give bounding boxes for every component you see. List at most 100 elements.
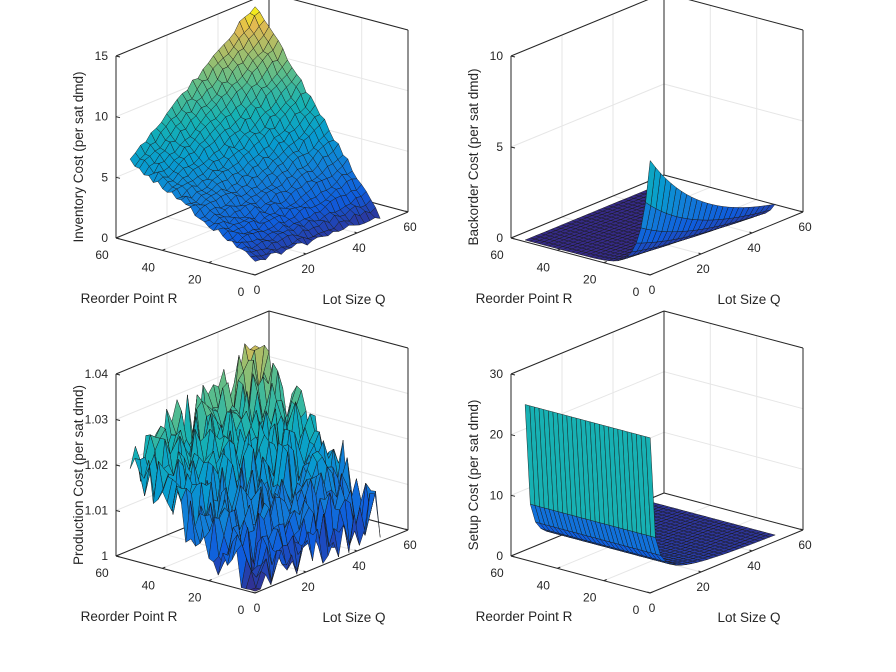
x-tick-mark bbox=[749, 231, 753, 234]
z-tick-mark bbox=[510, 373, 516, 376]
x-axis-line bbox=[254, 529, 409, 594]
z-tick-mark bbox=[510, 55, 516, 58]
box-edge bbox=[510, 0, 649, 57]
y-tick-label: 0 bbox=[633, 603, 640, 617]
box-edge bbox=[115, 0, 254, 57]
x-tick-label: 40 bbox=[352, 559, 366, 573]
z-axis-label: Inventory Cost (per sat dmd) bbox=[71, 71, 86, 242]
z-tick-label: 1 bbox=[101, 549, 108, 563]
panel-backorder-cost: 0 20 40 60 0 20 40 60 0 5 10 Lot Size Q Reorder Po… bbox=[466, 0, 812, 307]
x-tick-label: 60 bbox=[403, 538, 417, 552]
x-tick-mark bbox=[405, 210, 409, 213]
y-tick-mark bbox=[254, 591, 259, 594]
x-tick-mark bbox=[698, 570, 702, 573]
y-tick-mark bbox=[557, 248, 561, 251]
wall-gridline-z bbox=[663, 431, 804, 470]
y-tick-mark bbox=[603, 261, 607, 264]
z-tick-label: 30 bbox=[490, 367, 504, 381]
x-tick-label: 20 bbox=[301, 262, 315, 276]
x-tick-label: 20 bbox=[301, 580, 315, 594]
x-tick-label: 20 bbox=[696, 262, 710, 276]
panel-setup-cost: 0 20 40 60 0 20 40 60 0 10 20 30 Lot Size Q Reorder… bbox=[466, 310, 812, 625]
z-tick-label: 0 bbox=[101, 231, 108, 245]
surface-patch bbox=[250, 255, 261, 262]
x-tick-label: 0 bbox=[254, 601, 261, 615]
x-axis-line bbox=[649, 211, 804, 276]
z-axis-label: Backorder Cost (per sat dmd) bbox=[466, 68, 481, 245]
y-tick-mark bbox=[254, 273, 259, 276]
z-tick-label: 0 bbox=[496, 231, 503, 245]
y-tick-label: 60 bbox=[95, 566, 109, 580]
x-tick-mark bbox=[252, 591, 256, 594]
x-tick-mark bbox=[698, 252, 702, 255]
box-edge bbox=[115, 310, 270, 375]
y-tick-label: 0 bbox=[238, 285, 245, 299]
y-tick-label: 40 bbox=[537, 578, 551, 592]
x-axis-label: Lot Size Q bbox=[322, 292, 385, 307]
z-tick-mark bbox=[115, 373, 121, 376]
z-tick-mark bbox=[115, 55, 121, 58]
y-tick-mark bbox=[162, 248, 166, 251]
x-tick-mark bbox=[749, 549, 753, 552]
x-tick-mark bbox=[354, 231, 358, 234]
z-tick-label: 1.02 bbox=[85, 458, 109, 472]
y-axis-label: Reorder Point R bbox=[81, 291, 178, 306]
z-axis-label: Setup Cost (per sat dmd) bbox=[466, 400, 481, 551]
x-tick-label: 0 bbox=[254, 283, 261, 297]
y-tick-label: 60 bbox=[490, 566, 504, 580]
box-edge bbox=[688, 0, 804, 31]
y-tick-mark bbox=[208, 261, 212, 264]
z-tick-mark bbox=[115, 555, 121, 558]
x-tick-label: 0 bbox=[649, 283, 656, 297]
x-axis-label: Lot Size Q bbox=[717, 292, 780, 307]
x-tick-label: 40 bbox=[747, 241, 761, 255]
surface-patch bbox=[645, 436, 656, 538]
z-tick-mark bbox=[115, 510, 121, 512]
z-tick-label: 1.01 bbox=[85, 504, 109, 518]
panel-production-cost: 0 20 40 60 0 20 40 60 1 1.01 1.02 1.03 1.04 Lot Size… bbox=[71, 310, 417, 625]
y-tick-label: 20 bbox=[583, 273, 597, 287]
x-tick-label: 20 bbox=[696, 580, 710, 594]
z-tick-label: 5 bbox=[496, 140, 503, 154]
y-tick-mark bbox=[649, 273, 654, 276]
x-axis-label: Lot Size Q bbox=[322, 610, 385, 625]
y-tick-mark bbox=[603, 579, 607, 582]
x-tick-label: 0 bbox=[649, 601, 656, 615]
z-tick-mark bbox=[510, 434, 516, 437]
z-tick-label: 10 bbox=[490, 49, 504, 63]
x-tick-mark bbox=[303, 252, 307, 255]
y-tick-label: 0 bbox=[238, 603, 245, 617]
surface-patch bbox=[645, 160, 656, 207]
z-tick-label: 5 bbox=[101, 170, 108, 184]
z-tick-mark bbox=[510, 237, 516, 240]
box-edge bbox=[663, 492, 804, 531]
x-tick-mark bbox=[303, 570, 307, 573]
y-axis-line bbox=[510, 555, 651, 594]
wall-gridline-z bbox=[663, 371, 804, 410]
z-tick-mark bbox=[510, 555, 516, 558]
x-tick-label: 40 bbox=[352, 241, 366, 255]
z-tick-mark bbox=[510, 494, 516, 497]
x-tick-mark bbox=[252, 273, 256, 276]
wall-gridline-z bbox=[510, 83, 665, 148]
z-tick-mark bbox=[115, 419, 121, 421]
y-axis-label: Reorder Point R bbox=[476, 609, 573, 624]
y-tick-mark bbox=[557, 566, 561, 569]
y-tick-mark bbox=[208, 579, 212, 582]
back-wall-x bbox=[664, 311, 803, 530]
z-tick-mark bbox=[115, 116, 121, 119]
surface-patch bbox=[250, 587, 261, 592]
y-tick-label: 40 bbox=[142, 260, 156, 274]
z-tick-mark bbox=[115, 176, 121, 179]
x-tick-mark bbox=[800, 210, 804, 213]
x-tick-mark bbox=[800, 528, 804, 531]
y-tick-label: 20 bbox=[188, 591, 202, 605]
wall-gridline-z bbox=[268, 53, 409, 92]
y-axis-label: Reorder Point R bbox=[476, 291, 573, 306]
box-edge bbox=[663, 174, 804, 213]
x-axis-line bbox=[254, 211, 409, 276]
z-tick-label: 10 bbox=[95, 110, 109, 124]
x-tick-label: 60 bbox=[403, 220, 417, 234]
y-tick-label: 0 bbox=[633, 285, 640, 299]
